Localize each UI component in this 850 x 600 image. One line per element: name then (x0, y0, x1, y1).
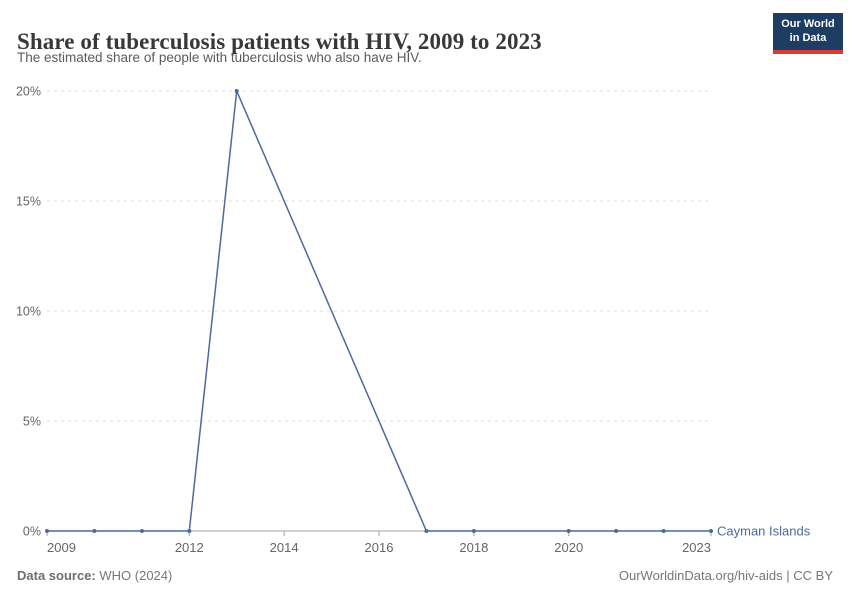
data-point-marker (709, 529, 713, 533)
data-point-marker (139, 529, 144, 533)
x-tick-label: 2014 (270, 540, 299, 555)
data-point-marker (187, 529, 192, 533)
data-source-label: Data source: (17, 568, 96, 583)
y-tick-label: 10% (16, 305, 41, 319)
data-source-value: WHO (2024) (99, 568, 173, 583)
figure-footer: Data source: WHO (2024) OurWorldinData.o… (17, 568, 833, 583)
chart-subtitle: The estimated share of people with tuber… (17, 50, 422, 65)
series-entity-label[interactable]: Cayman Islands (717, 524, 811, 539)
x-tick-label: 2016 (365, 540, 394, 555)
data-point-marker (614, 529, 619, 533)
x-tick-label: 2018 (459, 540, 488, 555)
attribution: OurWorldinData.org/hiv-aids | CC BY (618, 568, 833, 583)
owid-logo-line1: Our World (781, 18, 835, 30)
data-source: Data source: WHO (2024) (17, 568, 172, 583)
data-point-marker (471, 529, 476, 533)
y-tick-label: 20% (16, 85, 41, 99)
owid-logo-line2: in Data (789, 32, 827, 45)
y-tick-label: 5% (23, 415, 41, 429)
x-tick-label: 2023 (682, 540, 711, 555)
y-tick-label: 15% (16, 195, 41, 209)
y-tick-label: 0% (23, 525, 41, 539)
data-point-marker (661, 529, 666, 533)
owid-logo: Our World in Data (773, 13, 843, 54)
x-tick-label: 2009 (47, 540, 76, 555)
data-point-marker (234, 89, 239, 93)
x-tick-label: 2012 (175, 540, 204, 555)
data-point-marker (566, 529, 571, 533)
data-point-marker (424, 529, 429, 533)
data-point-marker (45, 529, 49, 533)
chart-title: Share of tuberculosis patients with HIV,… (17, 29, 542, 55)
data-point-marker (92, 529, 97, 533)
x-tick-label: 2020 (554, 540, 583, 555)
